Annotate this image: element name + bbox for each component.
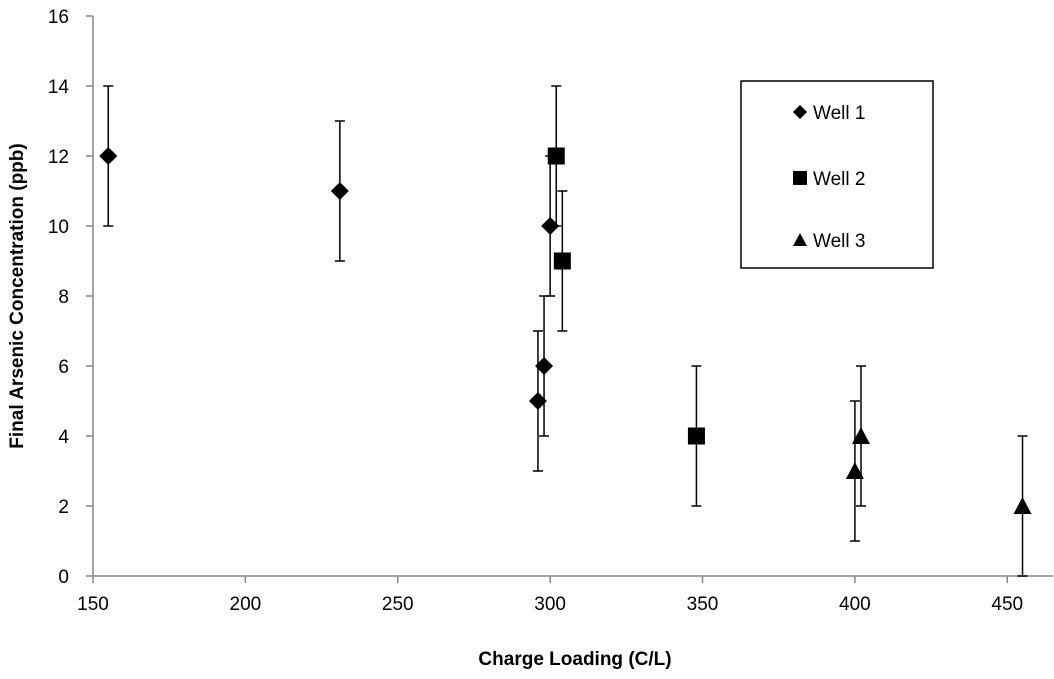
x-tick-label: 450 (991, 594, 1023, 615)
data-point (845, 462, 864, 479)
x-tick-label: 250 (382, 594, 414, 615)
data-point (553, 252, 571, 270)
x-tick-label: 150 (77, 594, 109, 615)
y-tick-label: 2 (58, 497, 69, 518)
data-point (547, 147, 565, 165)
legend-label: Well 1 (813, 103, 865, 124)
x-tick-label: 350 (687, 594, 719, 615)
legend-label: Well 3 (813, 231, 865, 252)
y-tick-label: 16 (48, 7, 69, 28)
legend-marker-square (793, 171, 807, 185)
y-axis-title: Final Arsenic Concentration (ppb) (7, 143, 28, 448)
legend-item-1: Well 1 (793, 103, 865, 124)
series-layer (99, 85, 1032, 577)
y-tick-label: 4 (58, 427, 69, 448)
legend-item-3: Well 3 (793, 231, 865, 252)
y-tick-label: 12 (48, 147, 69, 168)
legend-item-2: Well 2 (793, 169, 865, 190)
legend-marker-triangle (793, 233, 807, 246)
axes: 0 2 4 6 8 10 12 14 16 150 200 250 300 350 400 450 (48, 7, 1053, 615)
data-point (852, 427, 870, 444)
legend-label: Well 2 (813, 169, 865, 190)
data-point (687, 427, 705, 445)
series-3 (845, 365, 1032, 577)
data-point (528, 392, 547, 410)
y-tick-label: 6 (58, 357, 69, 378)
x-tick-label: 300 (534, 594, 566, 615)
y-tick-label: 8 (58, 287, 69, 308)
y-tick-label: 10 (48, 217, 69, 238)
y-tick-label: 0 (58, 567, 69, 588)
data-point (535, 357, 554, 375)
x-axis-title: Charge Loading (C/L) (478, 649, 671, 670)
series-1 (99, 85, 560, 472)
data-point (1013, 497, 1032, 514)
x-tick-label: 200 (230, 594, 262, 615)
legend: Well 1 Well 2 Well 3 (740, 80, 934, 269)
data-point (330, 182, 349, 200)
legend-box (740, 80, 934, 269)
x-tick-label: 400 (839, 594, 871, 615)
data-point (541, 217, 560, 235)
legend-marker-diamond (793, 105, 807, 119)
data-point (99, 147, 118, 165)
y-tick-label: 14 (48, 77, 70, 98)
series-2 (547, 85, 705, 507)
